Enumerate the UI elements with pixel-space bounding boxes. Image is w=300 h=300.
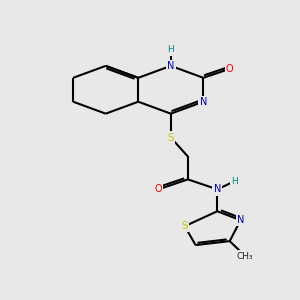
Text: H: H xyxy=(167,45,174,54)
Text: CH₃: CH₃ xyxy=(237,251,253,260)
Text: S: S xyxy=(167,133,174,142)
Text: N: N xyxy=(200,97,207,107)
Text: S: S xyxy=(182,221,188,231)
Text: N: N xyxy=(214,184,221,194)
Text: O: O xyxy=(154,184,162,194)
Text: O: O xyxy=(226,64,233,74)
Text: H: H xyxy=(231,177,238,186)
Text: N: N xyxy=(237,215,244,225)
Text: N: N xyxy=(167,61,175,71)
